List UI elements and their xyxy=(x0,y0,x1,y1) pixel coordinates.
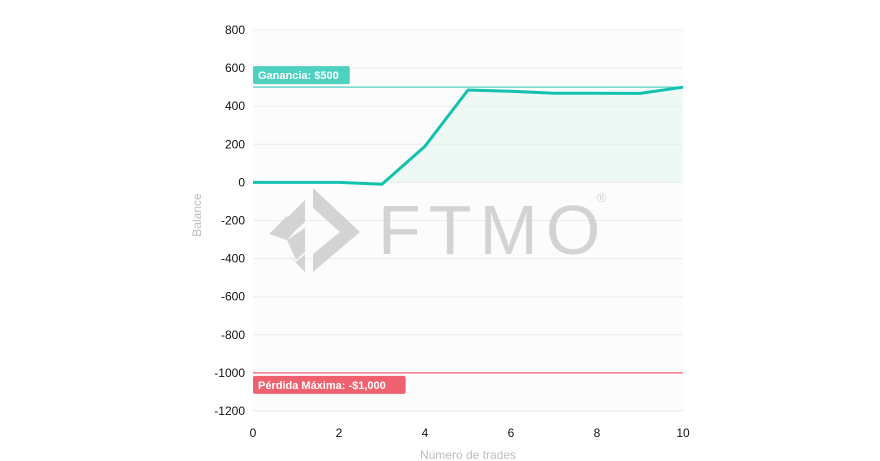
x-tick-label: 0 xyxy=(250,426,257,440)
x-tick-label: 10 xyxy=(676,426,690,440)
threshold-badge-label: Ganancia: $500 xyxy=(258,70,339,82)
x-axis-title: Número de trades xyxy=(420,448,516,461)
balance-series-line xyxy=(253,85,684,186)
y-tick-label: 800 xyxy=(225,23,245,37)
y-tick-label: 400 xyxy=(225,99,245,113)
y-tick-label: 600 xyxy=(225,61,245,75)
x-tick-label: 8 xyxy=(594,426,601,440)
y-tick-label: -600 xyxy=(221,290,245,304)
y-tick-label: -800 xyxy=(221,328,245,342)
x-tick-label: 2 xyxy=(336,426,343,440)
threshold-badge-label: Pérdida Máxima: -$1,000 xyxy=(258,380,386,392)
balance-area-fill xyxy=(253,87,683,185)
watermark-registered: ® xyxy=(597,190,607,205)
y-tick-label: -1000 xyxy=(214,366,245,380)
threshold-badges: Ganancia: $500 Pérdida Máxima: -$1,000 xyxy=(253,66,406,394)
y-tick-label: -200 xyxy=(221,214,245,228)
x-tick-label: 6 xyxy=(508,426,515,440)
y-axis-ticks: 800 600 400 200 0 -200 -400 -600 -800 -1000 -1200 xyxy=(214,23,245,418)
watermark-text: FTMO xyxy=(378,191,608,269)
y-tick-label: 200 xyxy=(225,137,245,151)
y-tick-label: 0 xyxy=(238,175,245,189)
threshold-badge xyxy=(253,66,350,85)
threshold-badge xyxy=(253,375,406,394)
x-tick-label: 4 xyxy=(422,426,429,440)
x-axis-ticks: 0 2 4 6 8 10 xyxy=(250,426,690,440)
ftmo-watermark: FTMO ® xyxy=(269,188,608,272)
threshold-lines xyxy=(253,86,683,374)
y-tick-label: -400 xyxy=(221,252,245,266)
ftmo-logo-icon xyxy=(269,188,360,272)
y-tick-label: -1200 xyxy=(214,404,245,418)
y-axis-title: Balance xyxy=(190,193,204,237)
